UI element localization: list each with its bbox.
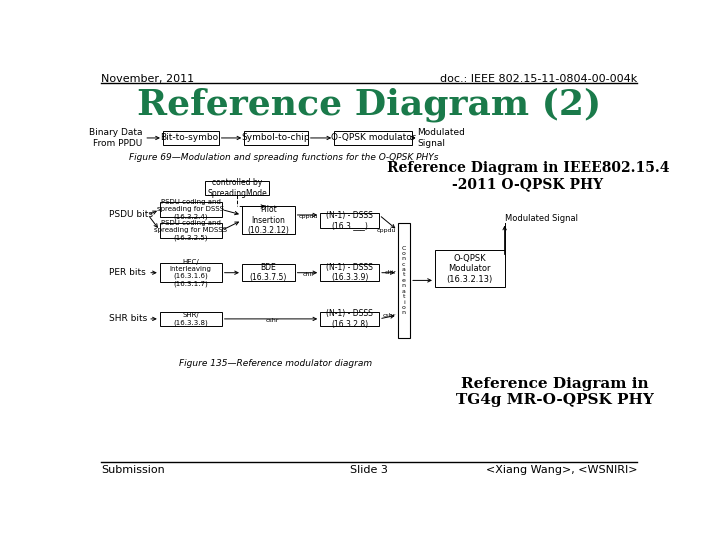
FancyBboxPatch shape: [244, 131, 307, 145]
Text: Binary Data
From PPDU: Binary Data From PPDU: [89, 128, 143, 147]
Text: cppdu: cppdu: [377, 228, 396, 233]
Text: O-QPSK
Modulator
(16.3.2.13): O-QPSK Modulator (16.3.2.13): [446, 254, 493, 284]
Text: Symbol-to-chip: Symbol-to-chip: [242, 133, 310, 143]
FancyBboxPatch shape: [435, 251, 505, 287]
FancyBboxPatch shape: [320, 312, 379, 326]
Text: BDE
(16.3.7.5): BDE (16.3.7.5): [250, 263, 287, 282]
FancyBboxPatch shape: [320, 213, 379, 228]
Text: chir: chir: [384, 270, 396, 275]
FancyBboxPatch shape: [205, 181, 269, 195]
Text: C
o
n
c
a
t
e
n
a
t
i
o
n: C o n c a t e n a t i o n: [402, 246, 406, 315]
Text: <Xiang Wang>, <WSNIRI>: <Xiang Wang>, <WSNIRI>: [486, 465, 637, 475]
FancyBboxPatch shape: [160, 222, 222, 238]
FancyBboxPatch shape: [242, 264, 294, 281]
Text: SHR/
(16.3.3.8): SHR/ (16.3.3.8): [174, 312, 208, 326]
Text: Modulated Signal: Modulated Signal: [505, 214, 577, 224]
Text: O-QPSK modulator: O-QPSK modulator: [330, 133, 415, 143]
FancyBboxPatch shape: [242, 206, 294, 234]
Text: PSDU coding and
spreading for MDSSS
(16.3.2.5): PSDU coding and spreading for MDSSS (16.…: [154, 220, 228, 241]
Text: Modulated
Signal: Modulated Signal: [417, 128, 465, 147]
FancyBboxPatch shape: [160, 312, 222, 326]
FancyBboxPatch shape: [160, 264, 222, 282]
Text: cppdu: cppdu: [299, 214, 318, 219]
Text: Submission: Submission: [101, 465, 165, 475]
FancyBboxPatch shape: [334, 131, 412, 145]
Text: Reference Diagram in IEEE802.15.4
-2011 O-QPSK PHY: Reference Diagram in IEEE802.15.4 -2011 …: [387, 161, 669, 192]
Text: Figure 135—Reference modulator diagram: Figure 135—Reference modulator diagram: [179, 359, 372, 368]
Text: PSDU bits: PSDU bits: [109, 211, 153, 219]
Text: Figure 69—Modulation and spreading functions for the O-QPSK PHYs: Figure 69—Modulation and spreading funct…: [129, 153, 438, 163]
FancyBboxPatch shape: [397, 222, 410, 338]
Text: Reference Diagram (2): Reference Diagram (2): [137, 88, 601, 123]
Text: cshr: cshr: [266, 318, 279, 323]
Text: doc.: IEEE 802.15-11-0804-00-004k: doc.: IEEE 802.15-11-0804-00-004k: [440, 74, 637, 84]
Text: HEC/
Interleaving
(16.3.1.6)
(16.3.1.7): HEC/ Interleaving (16.3.1.6) (16.3.1.7): [170, 259, 212, 287]
FancyBboxPatch shape: [320, 264, 379, 281]
Text: controlled by
SpreadingMode: controlled by SpreadingMode: [207, 178, 267, 198]
Text: (N-1) - DSSS
(16.3.___): (N-1) - DSSS (16.3.___): [326, 211, 373, 230]
Text: cshr: cshr: [383, 313, 396, 318]
Text: chir: chir: [302, 272, 315, 276]
Text: Reference Diagram in
TG4g MR-O-QPSK PHY: Reference Diagram in TG4g MR-O-QPSK PHY: [456, 377, 654, 407]
Text: SHR bits: SHR bits: [109, 314, 147, 323]
Text: (N-1) - DSSS
(16.3.2.8): (N-1) - DSSS (16.3.2.8): [326, 309, 373, 329]
Text: Bit-to-symbol: Bit-to-symbol: [161, 133, 221, 143]
Text: PER bits: PER bits: [109, 268, 145, 277]
Text: (N-1) - DSSS
(16.3.3.9): (N-1) - DSSS (16.3.3.9): [326, 263, 373, 282]
Text: Pilot
Insertion
(10.3.2.12): Pilot Insertion (10.3.2.12): [247, 205, 289, 235]
FancyBboxPatch shape: [163, 131, 219, 145]
Text: Slide 3: Slide 3: [350, 465, 388, 475]
FancyBboxPatch shape: [160, 202, 222, 217]
Text: November, 2011: November, 2011: [101, 74, 194, 84]
Text: PSDU coding and
spreading for DSSS
(16.3.2.4): PSDU coding and spreading for DSSS (16.3…: [157, 199, 224, 220]
